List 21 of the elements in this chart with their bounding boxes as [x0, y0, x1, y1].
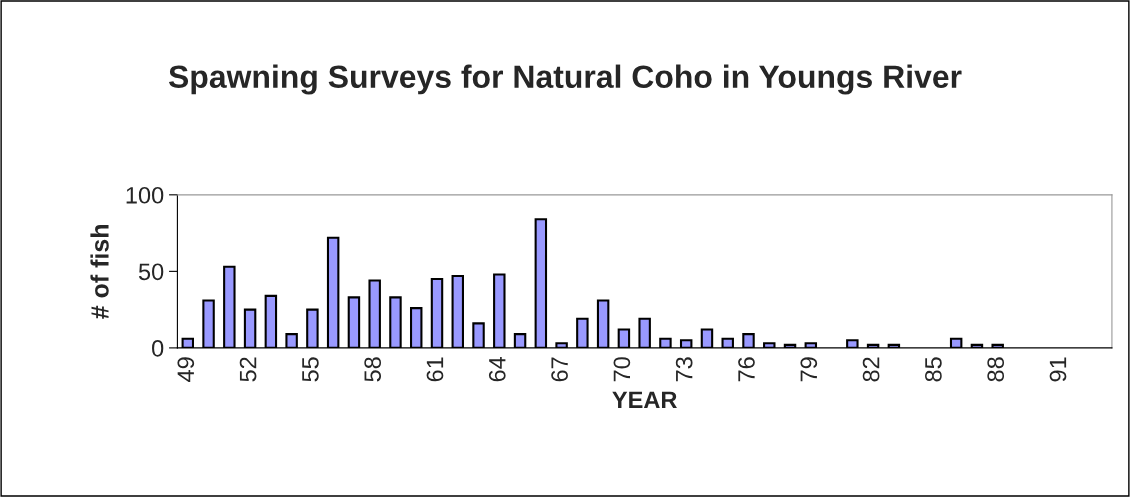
- x-tick-label: 61: [426, 357, 444, 382]
- x-tick-label: 52: [239, 357, 257, 382]
- x-tick-label: 82: [862, 357, 880, 382]
- x-tick-label: 91: [1049, 357, 1067, 382]
- x-tick-label: 73: [675, 357, 693, 382]
- x-tick-label: 88: [987, 357, 1005, 382]
- x-tick-label: 76: [738, 357, 755, 382]
- x-tick-label: 58: [364, 357, 382, 382]
- y-tick-label: 0: [152, 339, 164, 357]
- x-tick-label: 55: [302, 357, 319, 382]
- y-tick-label: 50: [138, 263, 164, 281]
- chart-title: Spawning Surveys for Natural Coho in Youngs River: [168, 64, 962, 95]
- x-tick-label: 67: [551, 357, 568, 382]
- y-tick-label: 100: [126, 186, 164, 204]
- x-tick-label: 79: [800, 357, 818, 382]
- x-tick-label: 49: [177, 357, 195, 382]
- x-tick-label: 64: [488, 356, 506, 382]
- y-axis-title: # of fish: [90, 224, 109, 319]
- x-tick-label: 85: [925, 357, 942, 382]
- x-axis-title: YEAR: [612, 391, 677, 408]
- x-tick-label: 70: [613, 357, 631, 382]
